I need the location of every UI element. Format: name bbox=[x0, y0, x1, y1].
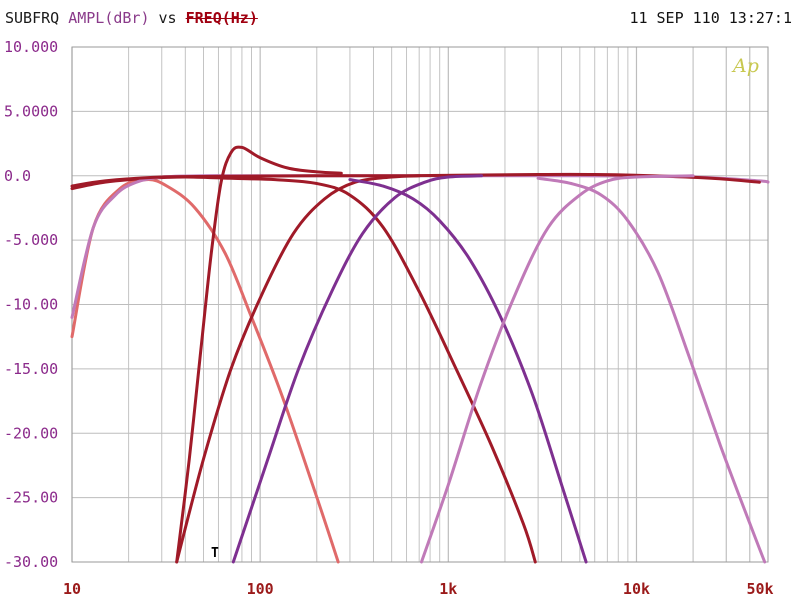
header-vs-label: vs bbox=[158, 9, 177, 27]
header-ampl-label: AMPL(dBr) bbox=[68, 9, 150, 27]
x-tick-label-3: 10k bbox=[623, 580, 650, 598]
series-line-0 bbox=[70, 178, 340, 564]
series-line-8 bbox=[420, 174, 695, 564]
y-tick-label-1: 5.0000 bbox=[4, 102, 58, 120]
header-timestamp: 11 SEP 110 13:27:1 bbox=[629, 9, 792, 27]
y-tick-label-3: -5.000 bbox=[4, 231, 58, 249]
x-tick-label-2: 1k bbox=[439, 580, 457, 598]
chart-header-title: SUBFRQ AMPL(dBr) vs FREQ(Hz) bbox=[5, 9, 258, 27]
x-tick-label-1: 100 bbox=[247, 580, 274, 598]
trigger-marker: T bbox=[211, 546, 219, 561]
series-line-7 bbox=[348, 178, 588, 564]
series-line-6 bbox=[231, 174, 483, 564]
chart-grid bbox=[71, 46, 769, 563]
chart-series bbox=[70, 145, 770, 564]
x-axis-tick-labels: 10 100 1k 10k 50k bbox=[63, 580, 774, 598]
x-tick-label-4: 50k bbox=[746, 580, 773, 598]
y-tick-label-2: 0.0 bbox=[4, 167, 31, 185]
x-tick-label-0: 10 bbox=[63, 580, 81, 598]
header-freq-label: FREQ(Hz) bbox=[185, 9, 258, 27]
y-axis-tick-labels: 10.000 5.0000 0.0 -5.000 -10.00 -15.00 -20.00 -… bbox=[4, 38, 58, 571]
series-line-4 bbox=[175, 145, 343, 564]
y-tick-label-0: 10.000 bbox=[4, 38, 58, 56]
y-tick-label-8: -30.00 bbox=[4, 553, 58, 571]
y-tick-label-7: -25.00 bbox=[4, 489, 58, 507]
header-sub-label: SUBFRQ bbox=[5, 9, 60, 27]
y-tick-label-6: -20.00 bbox=[4, 424, 58, 442]
y-tick-label-4: -10.00 bbox=[4, 296, 58, 314]
series-line-9 bbox=[536, 176, 767, 564]
series-line-1 bbox=[70, 175, 537, 564]
ap-logo: Ap bbox=[731, 55, 759, 77]
y-tick-label-5: -15.00 bbox=[4, 360, 58, 378]
series-line-5 bbox=[175, 174, 421, 564]
